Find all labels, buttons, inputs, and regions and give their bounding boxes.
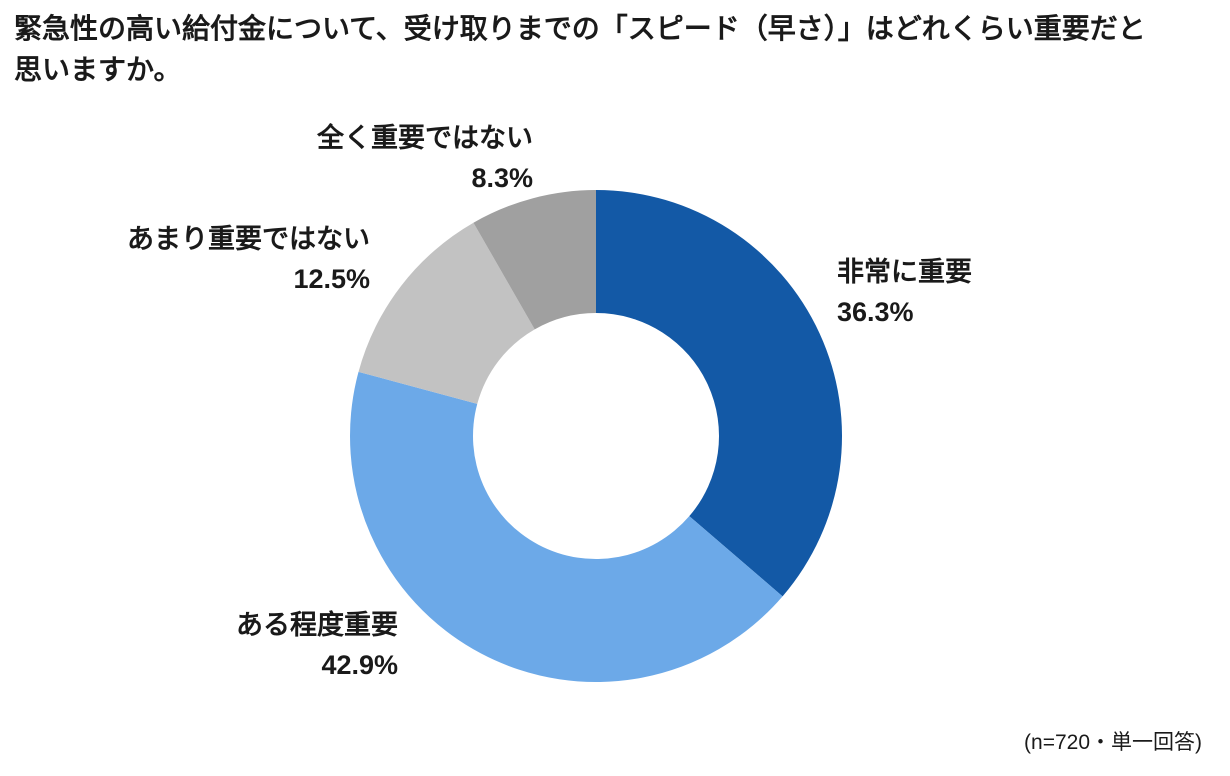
donut-segment-0 [596, 190, 843, 597]
donut-segment-3 [473, 190, 596, 330]
segment-label-value: 8.3% [471, 163, 533, 193]
donut-segment-2 [358, 222, 535, 404]
segment-label-value: 12.5% [293, 264, 370, 294]
segment-label-text: あまり重要ではない [127, 224, 370, 254]
segment-label-very-important: 非常に重要 36.3% [837, 252, 972, 332]
segment-label-not-at-all-important: 全く重要ではない 8.3% [317, 118, 533, 198]
donut-chart [350, 190, 843, 682]
sample-size-note: (n=720・単一回答) [1024, 731, 1202, 754]
chart-title-line2: 思いますか。 [14, 54, 182, 85]
segment-label-text: 全く重要ではない [317, 123, 533, 153]
segment-label-not-very-important: あまり重要ではない 12.5% [127, 219, 370, 299]
chart-title-line1: 緊急性の高い給付金について、受け取りまでの「スピード（早さ）」はどれくらい重要だ… [14, 13, 1146, 44]
segment-label-value: 36.3% [837, 297, 914, 327]
segment-label-text: 非常に重要 [837, 257, 972, 287]
segment-label-somewhat-important: ある程度重要 42.9% [236, 605, 398, 685]
segment-label-value: 42.9% [321, 650, 398, 680]
segment-label-text: ある程度重要 [236, 610, 398, 640]
donut-segment-1 [350, 371, 783, 682]
chart-title: 緊急性の高い給付金について、受け取りまでの「スピード（早さ）」はどれくらい重要だ… [14, 8, 1214, 90]
